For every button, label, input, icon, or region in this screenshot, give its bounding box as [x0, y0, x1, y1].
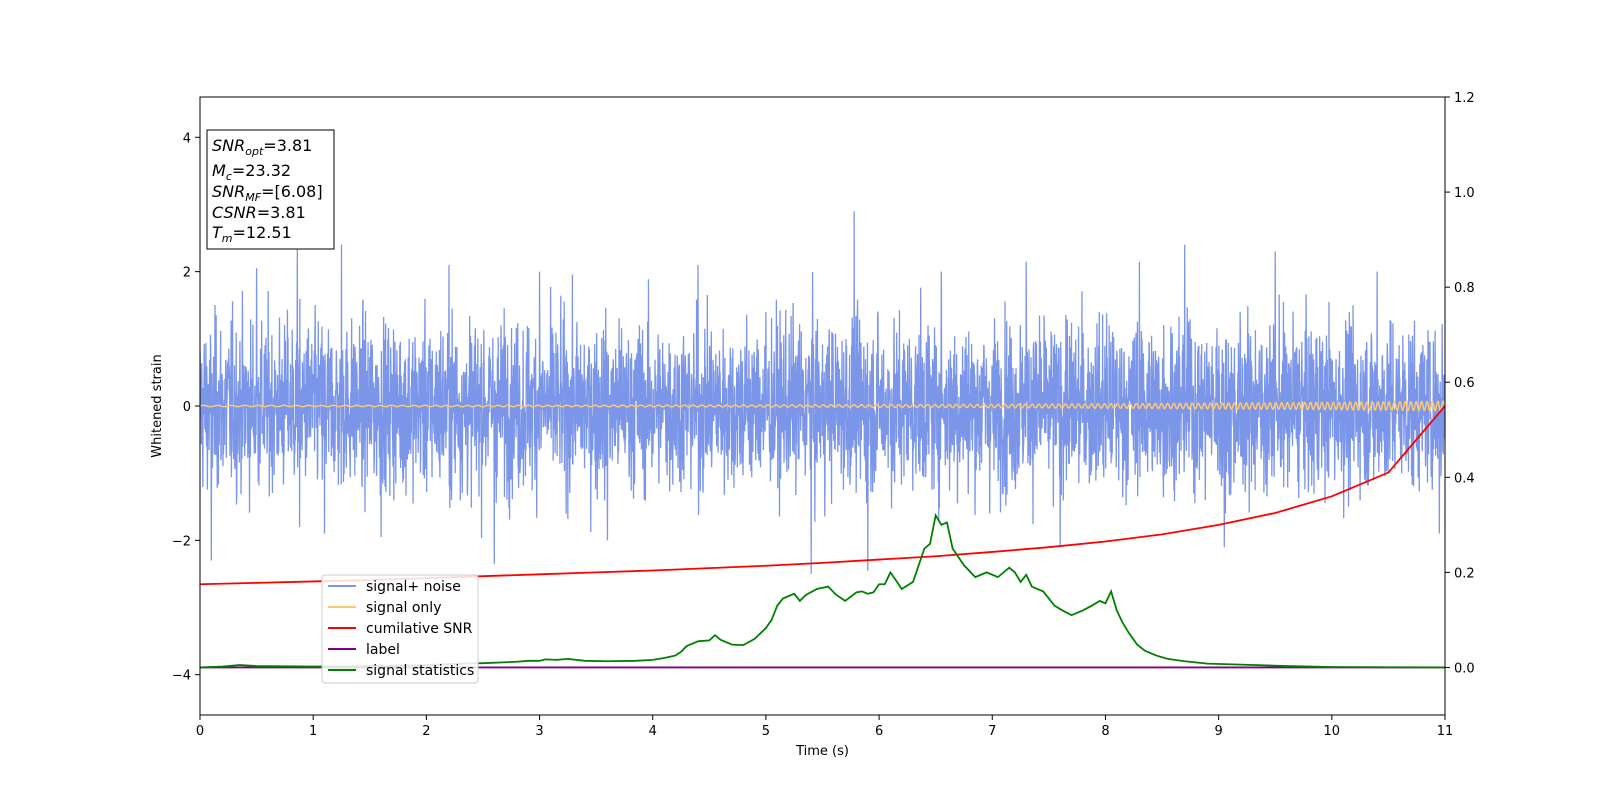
- y-tick-label: 2: [183, 266, 191, 281]
- x-axis-label: Time (s): [795, 744, 849, 759]
- legend-label-label: label: [366, 642, 400, 658]
- y-tick-label: 0: [183, 400, 191, 415]
- y-tick-label: −4: [172, 669, 191, 684]
- y2-tick-label: 1.2: [1454, 91, 1475, 106]
- x-tick-label: 3: [535, 724, 543, 739]
- y2-tick-label: 0.6: [1454, 376, 1475, 391]
- csnr-label: CSNR=3.81: [212, 203, 306, 222]
- x-tick-label: 1: [309, 724, 317, 739]
- legend-label-cumulative-snr: cumilative SNR: [366, 621, 473, 637]
- x-tick-label: 2: [422, 724, 430, 739]
- x-tick-label: 11: [1437, 724, 1454, 739]
- x-tick-label: 10: [1324, 724, 1341, 739]
- legend-label-signal-statistics: signal statistics: [366, 663, 474, 679]
- x-tick-label: 6: [875, 724, 883, 739]
- y2-tick-label: 0.4: [1454, 471, 1475, 486]
- x-tick-label: 4: [649, 724, 657, 739]
- y2-tick-label: 0.8: [1454, 281, 1475, 296]
- y-axis-label: Whitened strain: [150, 354, 165, 457]
- series-signal-noise: [200, 211, 1445, 574]
- y-tick-label: −2: [172, 534, 191, 549]
- x-tick-label: 8: [1101, 724, 1109, 739]
- y2-tick-label: 0.0: [1454, 661, 1475, 676]
- x-tick-label: 5: [762, 724, 770, 739]
- series-signal-statistics: [200, 512, 1445, 669]
- snr-mf-label: SNRMF=[6.08]: [212, 182, 323, 204]
- y2-tick-label: 1.0: [1454, 186, 1475, 201]
- x-tick-label: 0: [196, 724, 204, 739]
- legend: signal+ noise signal only cumilative SNR…: [321, 574, 479, 684]
- y-tick-label: 4: [183, 131, 191, 146]
- y2-tick-label: 0.2: [1454, 566, 1475, 581]
- legend-label-signal-noise: signal+ noise: [366, 579, 461, 595]
- series-signal-only: [200, 400, 1445, 412]
- axes: 0 1 2 3 4 5 6 7 8 9 10 11 −4 −2 0 2 4 0.0 0.2 0.4 0.6 0.8 1.0 1…: [150, 91, 1475, 759]
- x-tick-label: 7: [988, 724, 996, 739]
- x-tick-label: 9: [1214, 724, 1222, 739]
- snr-opt-label: SNRopt=3.81: [212, 136, 312, 158]
- legend-label-signal-only: signal only: [366, 600, 441, 616]
- snr-annotation-box: SNRopt=3.81 Mc=23.32 SNRMF=[6.08] CSNR=3…: [206, 129, 335, 250]
- mc-label: Mc=23.32: [212, 161, 291, 183]
- tm-label: Tm=12.51: [212, 223, 292, 245]
